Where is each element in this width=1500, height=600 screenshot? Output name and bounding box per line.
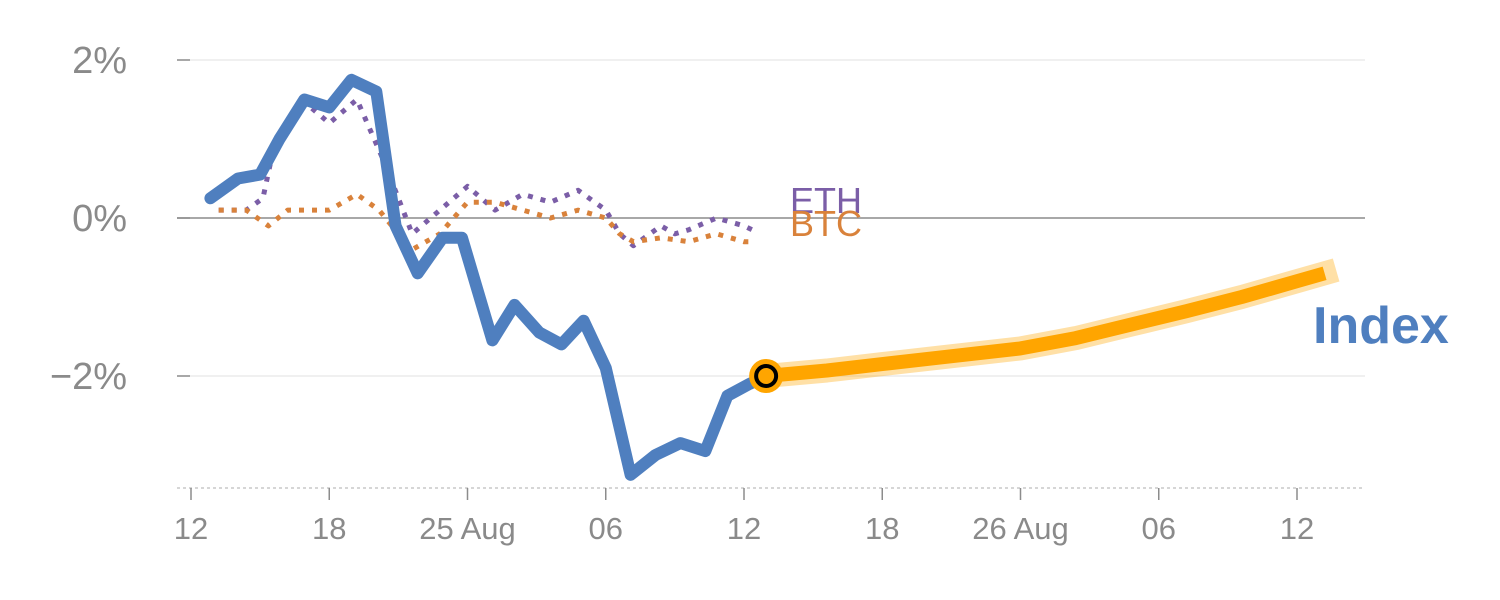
index-series-label: Index [1313, 297, 1449, 355]
x-tick-label: 12 [174, 511, 208, 546]
x-tick-label: 26 Aug [972, 511, 1069, 546]
grid [177, 59, 1365, 377]
projection-glow [753, 258, 1340, 390]
series [204, 73, 1340, 481]
eth-series-line [218, 97, 754, 249]
axes: 2% 0% −2% 12 18 25 Aug 06 12 18 26 Aug 06 12 [50, 40, 1365, 546]
x-tick-label: 18 [312, 511, 346, 546]
projection-line [765, 266, 1327, 383]
x-tick-label: 25 Aug [419, 511, 516, 546]
eth-series-label: ETH [790, 180, 862, 221]
btc-series-label: BTC [790, 203, 862, 244]
y-tick-label: −2% [50, 356, 127, 398]
x-tick-label: 06 [589, 511, 623, 546]
current-value-marker [754, 364, 779, 388]
index-series-line [204, 73, 773, 481]
x-tick-label: 12 [727, 511, 761, 546]
y-tick-label: 0% [72, 198, 127, 240]
x-tick-label: 12 [1280, 511, 1314, 546]
btc-series-line [218, 191, 753, 253]
x-tick-label: 18 [865, 511, 899, 546]
x-tick-label: 06 [1142, 511, 1176, 546]
y-tick-label: 2% [72, 40, 127, 82]
